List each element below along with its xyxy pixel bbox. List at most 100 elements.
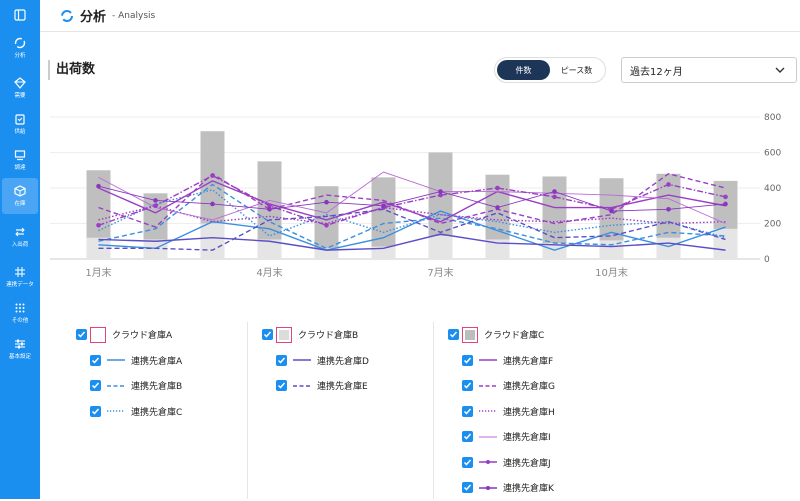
group-checkbox[interactable] <box>76 329 87 341</box>
sidebar-item[interactable]: その他 <box>0 295 40 331</box>
legend-item-label: 連携先倉庫C <box>131 407 183 418</box>
group-checkbox[interactable] <box>262 329 273 341</box>
line-style-swatch <box>479 485 497 490</box>
legend-item: 連携先倉庫E <box>262 373 369 399</box>
group-checkbox[interactable] <box>448 329 459 341</box>
sidebar-item[interactable]: 基本設定 <box>0 331 40 367</box>
box-icon <box>14 185 26 197</box>
x-tick-label: 4月末 <box>256 266 282 279</box>
legend-item: 連携先倉庫K <box>448 475 555 501</box>
legend-item-label: 連携先倉庫J <box>503 458 551 469</box>
sidebar-item[interactable]: 連携データ <box>0 259 40 295</box>
sidebar-item[interactable]: 調達 <box>0 142 40 178</box>
page-header: 分析 - Analysis <box>40 0 800 32</box>
y-tick-label: 0 <box>764 255 770 265</box>
series-checkbox[interactable] <box>462 405 473 417</box>
x-tick-label: 1月末 <box>85 266 111 279</box>
series-checkbox[interactable] <box>462 456 473 468</box>
series-line <box>98 185 726 212</box>
series-checkbox[interactable] <box>462 380 473 392</box>
series-checkbox[interactable] <box>462 354 473 366</box>
y-tick-label: 600 <box>764 149 781 159</box>
legend-item-label: 連携先倉庫A <box>131 356 183 367</box>
panel-toggle-icon <box>14 9 26 21</box>
series-point <box>495 205 500 210</box>
series-point <box>96 222 101 228</box>
line-style-swatch <box>479 460 497 465</box>
series-checkbox[interactable] <box>276 354 287 366</box>
legend-item: 連携先倉庫A <box>76 348 182 374</box>
period-select[interactable]: 過去12ヶ月 <box>621 57 797 83</box>
series-point <box>495 185 500 191</box>
page-subtitle: - Analysis <box>112 10 156 21</box>
legend-item: 連携先倉庫C <box>76 399 182 425</box>
legend-item-label: 連携先倉庫H <box>503 407 555 418</box>
bar-light <box>143 239 168 259</box>
legend-item: 連携先倉庫H <box>448 399 555 425</box>
toggle-count[interactable]: 件数 <box>497 60 550 80</box>
sidebar-item[interactable]: 在庫 <box>2 178 38 214</box>
line-style-swatch <box>107 410 125 412</box>
series-point <box>210 173 215 178</box>
line-style-swatch <box>107 359 125 361</box>
sidebar: 分析需要 供給 調達在庫入出荷連携データ その他基本設定 <box>0 0 40 499</box>
bar-light <box>428 235 453 259</box>
bar-light <box>200 223 225 259</box>
legend-group-label: クラウド倉庫C <box>484 331 545 342</box>
sidebar-item-label: 在庫 <box>14 201 26 207</box>
series-checkbox[interactable] <box>90 380 101 392</box>
legend-group-row: クラウド倉庫C <box>448 322 555 348</box>
bar-light <box>314 248 339 259</box>
sidebar-item[interactable]: 入出荷 <box>0 219 40 255</box>
grid-icon <box>15 267 25 277</box>
legend-group-label: クラウド倉庫B <box>298 331 359 342</box>
legend-item-label: 連携先倉庫K <box>503 484 554 495</box>
legend-item-label: 連携先倉庫G <box>503 382 555 393</box>
series-point <box>552 189 557 194</box>
legend-group: クラウド倉庫C 連携先倉庫F 連携先倉庫G 連携先倉庫H 連携先倉庫I 連携先倉庫J 連携先… <box>448 322 555 501</box>
diamond-icon <box>14 77 26 89</box>
series-checkbox[interactable] <box>90 405 101 417</box>
sidebar-item[interactable]: 需要 <box>0 70 40 106</box>
sidebar-item-label: 基本設定 <box>8 354 31 360</box>
sidebar-item[interactable]: 供給 <box>0 106 40 142</box>
sidebar-item[interactable]: 分析 <box>0 30 40 66</box>
bar-total <box>542 176 567 259</box>
analysis-logo-icon <box>61 9 73 22</box>
series-checkbox[interactable] <box>90 354 101 366</box>
series-point <box>153 198 158 203</box>
series-point <box>609 208 614 214</box>
bar-total <box>314 186 339 259</box>
y-tick-label: 200 <box>764 220 781 230</box>
line-style-swatch <box>479 359 497 361</box>
legend-item-label: 連携先倉庫I <box>503 433 551 444</box>
group-swatch <box>90 326 106 343</box>
series-point <box>267 207 272 212</box>
series-point <box>210 201 215 207</box>
series-point <box>381 203 386 209</box>
series-point <box>438 189 443 194</box>
bar-light <box>257 239 282 259</box>
series-checkbox[interactable] <box>462 431 473 443</box>
series-point <box>96 183 101 189</box>
series-point <box>153 203 158 209</box>
series-line <box>98 189 726 239</box>
series-point <box>666 182 671 187</box>
line-style-swatch <box>293 385 311 387</box>
toggle-pieces[interactable]: ピース数 <box>560 65 593 75</box>
monitor-icon <box>14 150 26 161</box>
sidebar-toggle-button[interactable] <box>0 0 40 30</box>
page-title: 分析 <box>80 10 107 25</box>
legend-group: クラウド倉庫B 連携先倉庫D 連携先倉庫E <box>262 322 369 399</box>
legend-group-row: クラウド倉庫B <box>262 322 369 348</box>
legend-item: 連携先倉庫F <box>448 348 555 374</box>
series-checkbox[interactable] <box>276 380 287 392</box>
series-point <box>723 201 728 207</box>
legend-item-label: 連携先倉庫F <box>503 356 554 367</box>
line-style-swatch <box>479 410 497 412</box>
sidebar-item-label: 入出荷 <box>11 242 29 248</box>
legend-item-label: 連携先倉庫D <box>317 356 369 367</box>
group-swatch <box>276 326 292 343</box>
series-checkbox[interactable] <box>462 482 473 494</box>
legend-group: クラウド倉庫A 連携先倉庫A 連携先倉庫B 連携先倉庫C <box>76 322 182 424</box>
